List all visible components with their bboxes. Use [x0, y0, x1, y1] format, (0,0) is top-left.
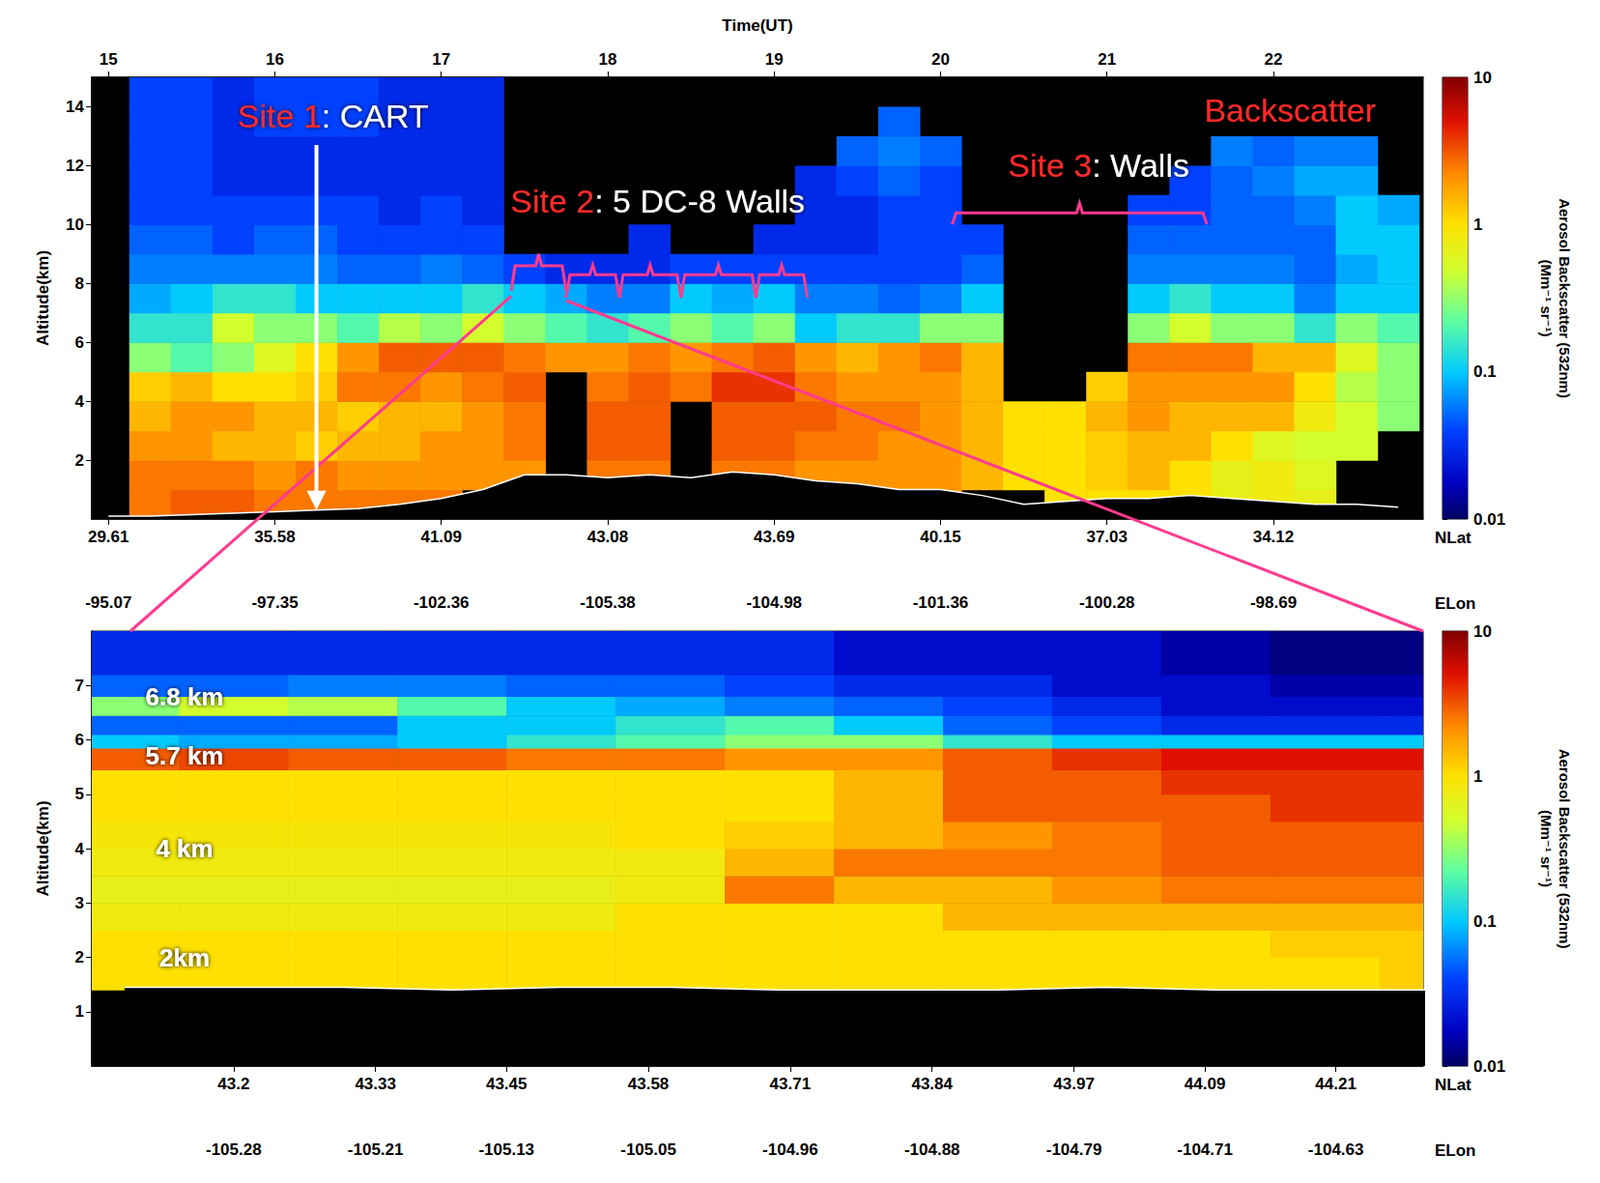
svg-text:(Mm⁻¹ sr⁻¹): (Mm⁻¹ sr⁻¹): [1538, 809, 1555, 887]
svg-text:1: 1: [1473, 215, 1483, 234]
svg-text:Altitude(km): Altitude(km): [33, 250, 53, 346]
svg-text:-105.13: -105.13: [478, 1140, 535, 1159]
svg-text:-98.69: -98.69: [1250, 593, 1297, 612]
svg-text:15: 15: [99, 50, 118, 69]
svg-text:29.61: 29.61: [87, 527, 130, 546]
svg-text:: Walls: : Walls: [1091, 146, 1190, 184]
svg-text:43.84: 43.84: [911, 1074, 953, 1093]
svg-text:0.01: 0.01: [1473, 510, 1506, 529]
svg-text:NLat: NLat: [1434, 528, 1472, 547]
svg-text:4: 4: [75, 839, 86, 858]
svg-text:Site 3: Site 3: [1007, 146, 1092, 184]
svg-text:43.71: 43.71: [770, 1074, 812, 1093]
svg-text:NLat: NLat: [1434, 1075, 1472, 1094]
svg-text:: CART: : CART: [321, 97, 429, 135]
svg-text:10: 10: [65, 215, 85, 234]
svg-text:-104.71: -104.71: [1176, 1140, 1233, 1159]
svg-text:6.8 km: 6.8 km: [145, 682, 225, 712]
svg-text:43.69: 43.69: [753, 527, 796, 546]
svg-text:-105.38: -105.38: [579, 593, 636, 612]
svg-text:43.45: 43.45: [485, 1074, 528, 1093]
svg-text:3: 3: [75, 893, 85, 913]
svg-text:-104.96: -104.96: [762, 1140, 819, 1159]
svg-text:0.1: 0.1: [1473, 362, 1497, 381]
svg-text:Aerosol Backscatter (532nm): Aerosol Backscatter (532nm): [1556, 198, 1573, 399]
svg-text:18: 18: [599, 50, 618, 69]
svg-text:1: 1: [1473, 767, 1483, 786]
svg-text:22: 22: [1264, 50, 1284, 69]
svg-text:Site 1: Site 1: [237, 97, 322, 135]
svg-text:-104.63: -104.63: [1308, 1140, 1365, 1159]
svg-text:ELon: ELon: [1434, 594, 1477, 613]
svg-text:-104.79: -104.79: [1046, 1140, 1103, 1159]
svg-text:ELon: ELon: [1434, 1141, 1477, 1160]
svg-text:(Mm⁻¹ sr⁻¹): (Mm⁻¹ sr⁻¹): [1538, 259, 1555, 338]
svg-text:10: 10: [1473, 68, 1492, 87]
svg-text:: 5 DC-8 Walls: : 5 DC-8 Walls: [594, 182, 805, 220]
svg-text:37.03: 37.03: [1085, 527, 1128, 546]
svg-text:7: 7: [75, 676, 85, 695]
svg-text:20: 20: [931, 50, 950, 69]
svg-text:4: 4: [75, 392, 86, 411]
svg-text:-104.98: -104.98: [745, 593, 802, 612]
svg-text:2: 2: [75, 451, 85, 470]
svg-text:0.01: 0.01: [1473, 1057, 1506, 1076]
svg-text:6: 6: [75, 730, 85, 749]
svg-text:-105.05: -105.05: [620, 1140, 677, 1159]
svg-text:0.1: 0.1: [1473, 912, 1497, 931]
svg-text:40.15: 40.15: [919, 527, 962, 546]
svg-text:Time(UT): Time(UT): [721, 16, 793, 35]
svg-text:Site 2: Site 2: [510, 182, 595, 220]
svg-text:Aerosol Backscatter (532nm): Aerosol Backscatter (532nm): [1556, 748, 1573, 949]
svg-text:12: 12: [65, 156, 85, 175]
svg-text:44.21: 44.21: [1314, 1074, 1357, 1093]
svg-text:43.08: 43.08: [587, 527, 629, 546]
svg-text:14: 14: [65, 97, 85, 116]
svg-text:-95.07: -95.07: [85, 593, 132, 612]
svg-text:5.7 km: 5.7 km: [145, 741, 225, 771]
svg-text:1: 1: [75, 1001, 85, 1021]
svg-text:Backscatter: Backscatter: [1203, 91, 1376, 129]
svg-text:43.33: 43.33: [354, 1074, 397, 1093]
svg-text:2: 2: [75, 947, 85, 967]
svg-text:-100.28: -100.28: [1079, 593, 1136, 612]
svg-text:19: 19: [765, 50, 784, 69]
svg-text:34.12: 34.12: [1253, 527, 1295, 546]
svg-text:35.58: 35.58: [254, 527, 296, 546]
svg-text:43.2: 43.2: [217, 1074, 250, 1093]
svg-text:8: 8: [75, 274, 85, 293]
svg-text:17: 17: [431, 50, 451, 69]
svg-text:-104.88: -104.88: [904, 1140, 961, 1159]
svg-text:10: 10: [1473, 622, 1492, 641]
svg-text:-101.36: -101.36: [913, 593, 970, 612]
svg-text:5: 5: [75, 784, 85, 803]
svg-text:44.09: 44.09: [1184, 1074, 1227, 1093]
svg-text:-97.35: -97.35: [251, 593, 298, 612]
svg-text:-105.28: -105.28: [205, 1140, 262, 1159]
svg-text:-105.21: -105.21: [347, 1140, 404, 1159]
svg-text:4 km: 4 km: [155, 833, 213, 863]
svg-text:2km: 2km: [159, 942, 210, 972]
svg-text:6: 6: [75, 333, 85, 352]
svg-text:16: 16: [265, 50, 285, 69]
svg-text:43.58: 43.58: [628, 1074, 670, 1093]
svg-text:43.97: 43.97: [1053, 1074, 1095, 1093]
svg-text:Altitude(km): Altitude(km): [33, 800, 53, 896]
svg-text:-102.36: -102.36: [413, 593, 470, 612]
svg-text:41.09: 41.09: [420, 527, 462, 546]
svg-text:21: 21: [1097, 50, 1116, 69]
